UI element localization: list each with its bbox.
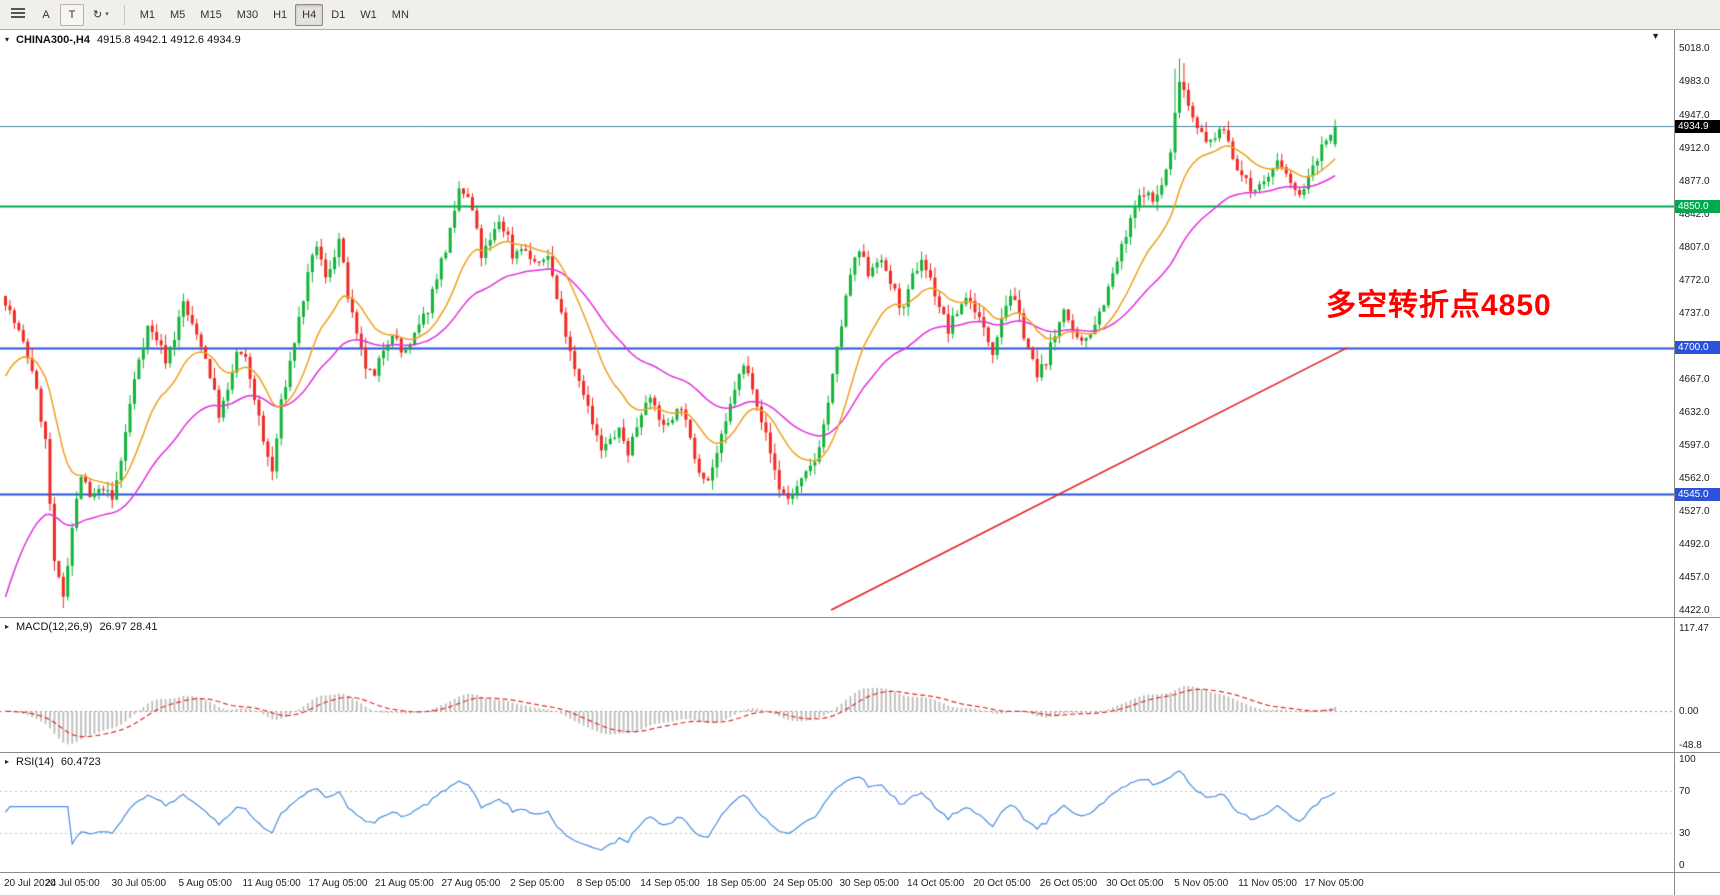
macd-tick: -48.8 <box>1679 740 1702 751</box>
price-tick: 4807.0 <box>1679 241 1710 253</box>
price-tick: 4492.0 <box>1679 538 1710 550</box>
time-tick: 30 Oct 05:00 <box>1106 878 1164 889</box>
time-tick: 17 Aug 05:00 <box>308 878 368 889</box>
price-tick: 4877.0 <box>1679 175 1710 187</box>
time-tick: 17 Nov 05:00 <box>1304 878 1364 889</box>
chevron-down-icon: ▾ <box>105 11 109 18</box>
toolbar: A T ↻ ▾ M1 M5 M15 M30 H1 H4 D1 W1 MN <box>0 0 1720 30</box>
symbol-label: CHINA300-,H4 <box>16 34 90 46</box>
chart-shift-marker-icon: ▼ <box>1651 31 1660 41</box>
macd-indicator-icon: ▸ <box>5 622 10 631</box>
timeframe-button-h1[interactable]: H1 <box>266 4 294 26</box>
toolbar-separator <box>123 4 125 25</box>
rsi-axis[interactable]: 100 70 30 0 <box>1674 753 1720 872</box>
time-tick: 5 Nov 05:00 <box>1174 878 1229 889</box>
timeframe-button-m30[interactable]: M30 <box>230 4 265 26</box>
time-tick: 24 Jul 05:00 <box>45 878 100 889</box>
price-tick: 4667.0 <box>1679 373 1710 385</box>
price-tick: 4912.0 <box>1679 142 1710 154</box>
time-tick: 20 Jul 2020 <box>4 878 56 889</box>
rsi-readout: ▸ RSI(14) 60.4723 <box>5 756 101 768</box>
rsi-label: RSI(14) <box>16 756 54 768</box>
charts-list-icon <box>11 7 25 22</box>
price-tick: 4422.0 <box>1679 605 1710 616</box>
price-axis[interactable]: 5018.0 4983.0 4947.0 4912.0 4877.0 4842.0 4807… <box>1674 30 1720 617</box>
symbol-dropdown-icon: ▾ <box>5 35 10 44</box>
hline-4545-badge: 4545.0 <box>1675 488 1720 501</box>
price-tick: 4457.0 <box>1679 571 1710 583</box>
hline-4700-badge: 4700.0 <box>1675 341 1720 354</box>
macd-panel: ▸ MACD(12,26,9) 26.97 28.41 117.47 0.00 -4… <box>0 618 1720 753</box>
price-tick: 4983.0 <box>1679 76 1710 87</box>
time-tick: 8 Sep 05:00 <box>576 878 631 889</box>
timeframe-button-w1[interactable]: W1 <box>353 4 384 26</box>
timeframe-button-m1[interactable]: M1 <box>133 4 162 26</box>
time-tick: 30 Sep 05:00 <box>839 878 899 889</box>
timeframe-toolbar: M1 M5 M15 M30 H1 H4 D1 W1 MN <box>133 3 416 26</box>
macd-axis[interactable]: 117.47 0.00 -48.8 <box>1674 618 1720 752</box>
timeframe-button-m15[interactable]: M15 <box>193 4 228 26</box>
time-tick: 11 Nov 05:00 <box>1238 878 1297 889</box>
macd-values: 26.97 28.41 <box>99 621 158 633</box>
price-tick: 4597.0 <box>1679 439 1710 451</box>
timeframe-button-m5[interactable]: M5 <box>163 4 192 26</box>
rsi-tick: 70 <box>1679 785 1691 797</box>
price-tick: 4842.0 <box>1679 208 1710 220</box>
time-tick: 14 Oct 05:00 <box>906 878 965 889</box>
time-tick: 24 Sep 05:00 <box>773 878 833 889</box>
macd-tick: 117.47 <box>1679 623 1709 634</box>
timeframe-button-d1[interactable]: D1 <box>324 4 352 26</box>
main-chart-panel: ▾ CHINA300-,H4 4915.8 4942.1 4912.6 4934… <box>0 30 1720 618</box>
text-tool-button[interactable]: T <box>60 3 84 26</box>
axis-corner <box>1674 873 1720 895</box>
time-axis[interactable]: 20 Jul 2020 24 Jul 05:00 30 Jul 05:00 5 Aug… <box>0 873 1720 895</box>
cycle-icon: ↻ <box>93 9 103 21</box>
time-tick: 21 Aug 05:00 <box>374 878 434 889</box>
time-tick: 20 Oct 05:00 <box>973 878 1031 889</box>
rsi-indicator-icon: ▸ <box>5 757 10 766</box>
time-tick: 27 Aug 05:00 <box>441 878 501 889</box>
current-price-badge: 4934.9 <box>1675 120 1720 133</box>
macd-canvas[interactable] <box>0 618 1674 752</box>
chart-annotation-text[interactable]: 多空转折点4850 <box>1326 289 1552 322</box>
price-tick: 4737.0 <box>1679 307 1710 319</box>
time-tick: 26 Oct 05:00 <box>1039 878 1098 889</box>
time-tick: 14 Sep 05:00 <box>640 878 700 889</box>
price-tick: 4632.0 <box>1679 406 1710 418</box>
arrow-tool-button[interactable]: A <box>34 4 58 26</box>
timeframe-button-mn[interactable]: MN <box>385 4 416 26</box>
cycle-symbols-button[interactable]: ↻ ▾ <box>86 4 116 26</box>
macd-label: MACD(12,26,9) <box>16 621 93 633</box>
timeframe-button-h4[interactable]: H4 <box>295 3 324 26</box>
price-tick: 4947.0 <box>1679 109 1710 121</box>
time-tick: 5 Aug 05:00 <box>178 878 232 889</box>
price-tick: 4772.0 <box>1679 274 1710 286</box>
price-chart-canvas[interactable] <box>0 30 1674 617</box>
charts-list-button[interactable] <box>4 4 32 26</box>
time-tick: 2 Sep 05:00 <box>510 878 565 889</box>
time-tick: 11 Aug 05:00 <box>242 878 301 889</box>
time-tick: 30 Jul 05:00 <box>111 878 167 889</box>
price-tick: 4527.0 <box>1679 505 1710 517</box>
rsi-tick: 0 <box>1679 860 1685 871</box>
rsi-tick: 100 <box>1679 754 1696 765</box>
rsi-value: 60.4723 <box>60 756 101 768</box>
macd-tick: 0.00 <box>1679 706 1699 718</box>
rsi-tick: 30 <box>1679 828 1691 840</box>
macd-readout: ▸ MACD(12,26,9) 26.97 28.41 <box>5 621 158 633</box>
chart-ohlc-readout: ▾ CHINA300-,H4 4915.8 4942.1 4912.6 4934… <box>5 34 241 46</box>
price-tick: 4562.0 <box>1679 472 1710 484</box>
rsi-panel: ▸ RSI(14) 60.4723 100 70 30 0 <box>0 753 1720 873</box>
time-tick: 18 Sep 05:00 <box>706 878 767 889</box>
price-tick: 5018.0 <box>1679 43 1710 54</box>
rsi-canvas[interactable] <box>0 753 1674 872</box>
ohlc-values: 4915.8 4942.1 4912.6 4934.9 <box>96 34 241 46</box>
hline-4850-badge: 4850.0 <box>1675 200 1720 213</box>
